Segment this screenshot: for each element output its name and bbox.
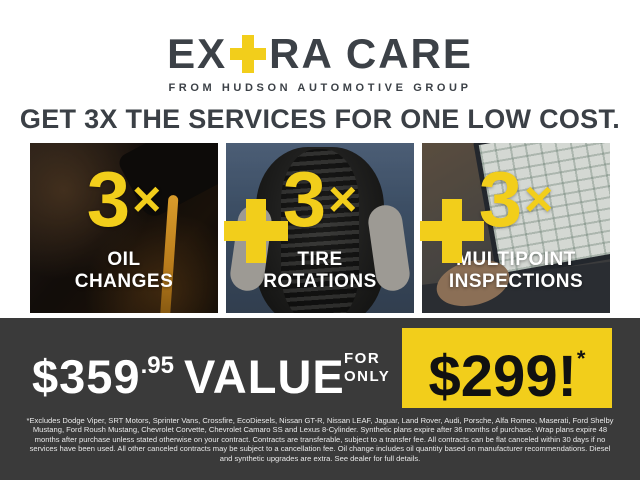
plus-icon: [420, 199, 484, 263]
service-label: OIL CHANGES: [75, 249, 174, 293]
service-panel-text: 3 × MULTIPOINT INSPECTIONS: [422, 143, 610, 313]
disclaimer-fine-print: *Excludes Dodge Viper, SRT Motors, Sprin…: [26, 416, 614, 463]
for-only-label: FOR ONLY: [344, 350, 390, 386]
value-label: VALUE: [183, 350, 345, 403]
brand-logo-wordmark: EX RA CARE: [167, 30, 473, 78]
service-panel-oil-changes: 3 × OIL CHANGES: [30, 143, 218, 313]
multiplier-3x: 3 ×: [283, 157, 358, 241]
only-word: ONLY: [344, 368, 391, 385]
brand-tagline: FROM HUDSON AUTOMOTIVE GROUP: [168, 82, 472, 94]
sale-price-asterisk: *: [576, 346, 586, 371]
service-panel-text: 3 × TIRE ROTATIONS: [226, 143, 414, 313]
service-label-line2: ROTATIONS: [263, 271, 377, 292]
brand-logo: EX RA CARE FROM HUDSON AUTOMOTIVE GROUP: [0, 30, 640, 94]
tire-tread-photo-shape: [281, 149, 359, 313]
service-label-line2: CHANGES: [74, 271, 174, 292]
multiplier-number: 3: [282, 155, 327, 243]
offer-bar: $359.95 VALUE FOR ONLY $299!* *Excludes D…: [0, 318, 640, 480]
service-label-line1: MULTIPOINT: [456, 249, 576, 270]
for-word: FOR: [344, 350, 381, 367]
service-panels-row: 3 × OIL CHANGES 3 × TIRE: [30, 143, 610, 313]
multiplier-number: 3: [478, 155, 523, 243]
value-cents: .95: [140, 352, 174, 379]
service-label-line1: OIL: [107, 249, 141, 270]
multiplier-3x: 3 ×: [87, 157, 162, 241]
sale-price-value: $299!: [428, 344, 577, 409]
sale-price: $299!*: [429, 330, 586, 406]
sale-price-box: $299!*: [402, 328, 612, 408]
multiplier-times: ×: [524, 171, 554, 227]
multiplier-3x: 3 ×: [479, 157, 554, 241]
headline: GET 3X THE SERVICES FOR ONE LOW COST.: [19, 104, 621, 134]
service-panel-text: 3 × OIL CHANGES: [30, 143, 218, 313]
service-label-line2: INSPECTIONS: [448, 271, 584, 292]
brand-logo-prefix: EX: [167, 30, 228, 77]
multiplier-number: 3: [86, 155, 131, 243]
service-label: MULTIPOINT INSPECTIONS: [449, 249, 583, 293]
value-dollars: $359: [32, 350, 141, 403]
multiplier-times: ×: [328, 171, 358, 227]
multiplier-times: ×: [132, 171, 162, 227]
value-price: $359.95 VALUE: [32, 340, 345, 403]
brand-logo-suffix: RA CARE: [269, 30, 473, 77]
service-label-line1: TIRE: [297, 249, 343, 270]
plus-icon: [230, 35, 267, 73]
plus-icon: [224, 199, 288, 263]
service-label: TIRE ROTATIONS: [263, 249, 377, 293]
